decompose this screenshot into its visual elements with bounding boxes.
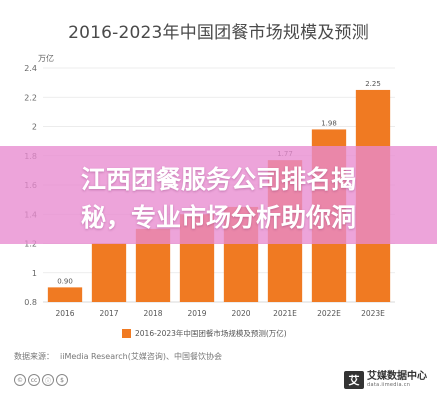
- x-tick-label-2023E: 2023E: [361, 309, 385, 318]
- noncommercial-icon: $: [56, 374, 68, 386]
- logo-cn-name: 艾媒数据中心: [367, 371, 427, 383]
- legend-swatch: [122, 328, 131, 338]
- logo-en-url: data.iimedia.cn: [367, 381, 411, 388]
- x-tick-label-2021E: 2021E: [273, 309, 297, 318]
- y-tick-label: 2.4: [24, 64, 37, 73]
- y-tick-label: 1.2: [24, 240, 37, 249]
- y-tick-label: 1: [32, 269, 37, 278]
- logo-mark-icon: 艾: [344, 371, 364, 389]
- data-label-2023E: 2.25: [365, 80, 381, 88]
- x-tick-label-2017: 2017: [99, 309, 118, 318]
- y-tick-label: 0.8: [24, 298, 37, 307]
- x-tick-label-2020: 2020: [231, 309, 250, 318]
- bar-2017: [91, 243, 127, 302]
- source-note: 数据来源： iiMedia Research(艾媒咨询)、中国餐饮协会: [14, 351, 228, 362]
- data-label-2016: 0.90: [57, 277, 73, 285]
- banner-line-2: 秘，专业市场分析助你洞: [80, 203, 356, 232]
- brand-logo: 艾 艾媒数据中心 data.iimedia.cn: [344, 371, 427, 389]
- y-tick-label: 2.2: [24, 93, 37, 102]
- chart-title: 2016-2023年中国团餐市场规模及预测: [68, 23, 369, 43]
- logo-text: 艾媒数据中心 data.iimedia.cn: [367, 372, 427, 388]
- data-label-2022E: 1.98: [321, 119, 337, 127]
- x-tick-label-2018: 2018: [143, 309, 162, 318]
- x-tick-labels: 2016 2017 2018 2019 2020 2021E 2022E 2023E: [55, 309, 385, 318]
- license-icons: © cc ⓘ $: [14, 374, 70, 386]
- legend-label: 2016-2023年中国团餐市场规模及预测(万亿): [135, 328, 287, 338]
- x-tick-label-2022E: 2022E: [317, 309, 341, 318]
- y-tick-label: 2: [32, 123, 37, 132]
- source-text: iiMedia Research(艾媒咨询)、中国餐饮协会: [60, 352, 222, 361]
- overlay-banner: 江西团餐服务公司排名揭 秘，专业市场分析助你洞: [0, 146, 437, 244]
- source-label: 数据来源：: [14, 352, 54, 361]
- chart-legend: 2016-2023年中国团餐市场规模及预测(万亿): [122, 327, 287, 339]
- copyright-icon: ©: [14, 374, 26, 386]
- creative-commons-icon: cc: [28, 374, 40, 386]
- x-tick-label-2016: 2016: [55, 309, 74, 318]
- x-tick-label-2019: 2019: [187, 309, 206, 318]
- y-axis-unit-label: 万亿: [38, 54, 54, 63]
- bar-2016: [47, 287, 83, 302]
- banner-line-1: 江西团餐服务公司排名揭: [80, 165, 356, 194]
- attribution-icon: ⓘ: [42, 374, 54, 386]
